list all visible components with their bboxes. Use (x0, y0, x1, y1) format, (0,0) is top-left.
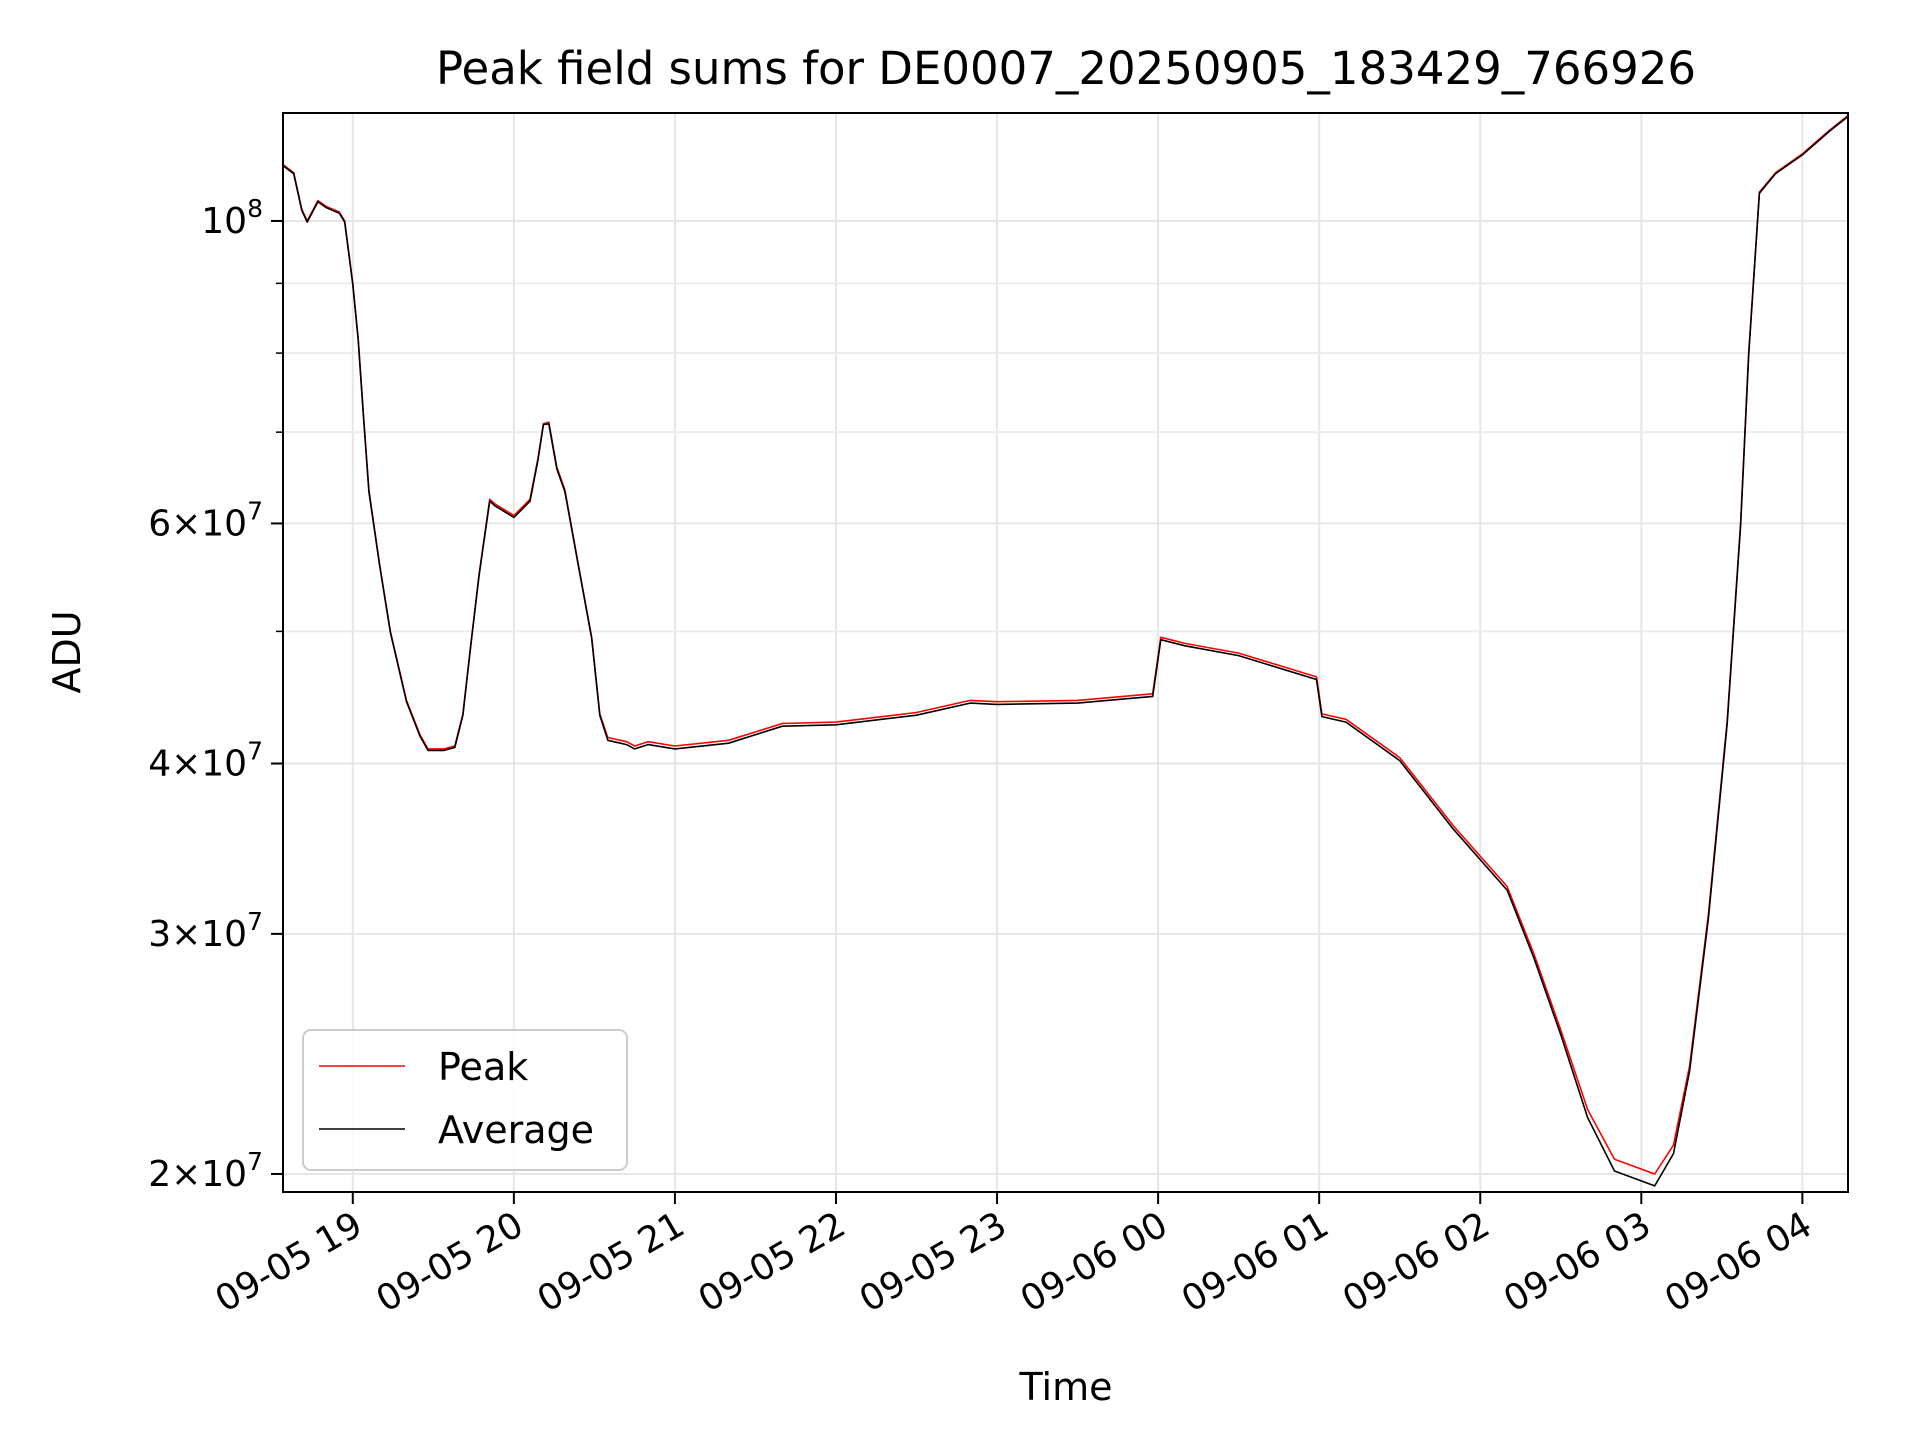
y-tick-label: 4×107 (148, 737, 263, 785)
y-tick-label: 3×107 (148, 907, 263, 955)
legend-label-average: Average (438, 1108, 594, 1152)
y-tick-label: 2×107 (148, 1147, 263, 1195)
x-axis-label: Time (1019, 1365, 1113, 1409)
series-layer (282, 114, 1849, 1187)
series-line-average (282, 115, 1849, 1187)
y-axis: 2×107 3×107 4×107 6×107 108 (148, 194, 283, 1195)
y-tick-label: 6×107 (148, 496, 263, 544)
grid-lines (283, 113, 1848, 1192)
legend: Peak Average (302, 1029, 628, 1171)
legend-box (302, 1029, 628, 1171)
legend-label-peak: Peak (438, 1045, 528, 1089)
y-tick-label: 108 (201, 194, 263, 242)
plot-frame (282, 112, 1849, 1193)
chart-title: Peak field sums for DE0007_20250905_1834… (436, 42, 1696, 95)
y-axis-label: ADU (45, 610, 89, 693)
